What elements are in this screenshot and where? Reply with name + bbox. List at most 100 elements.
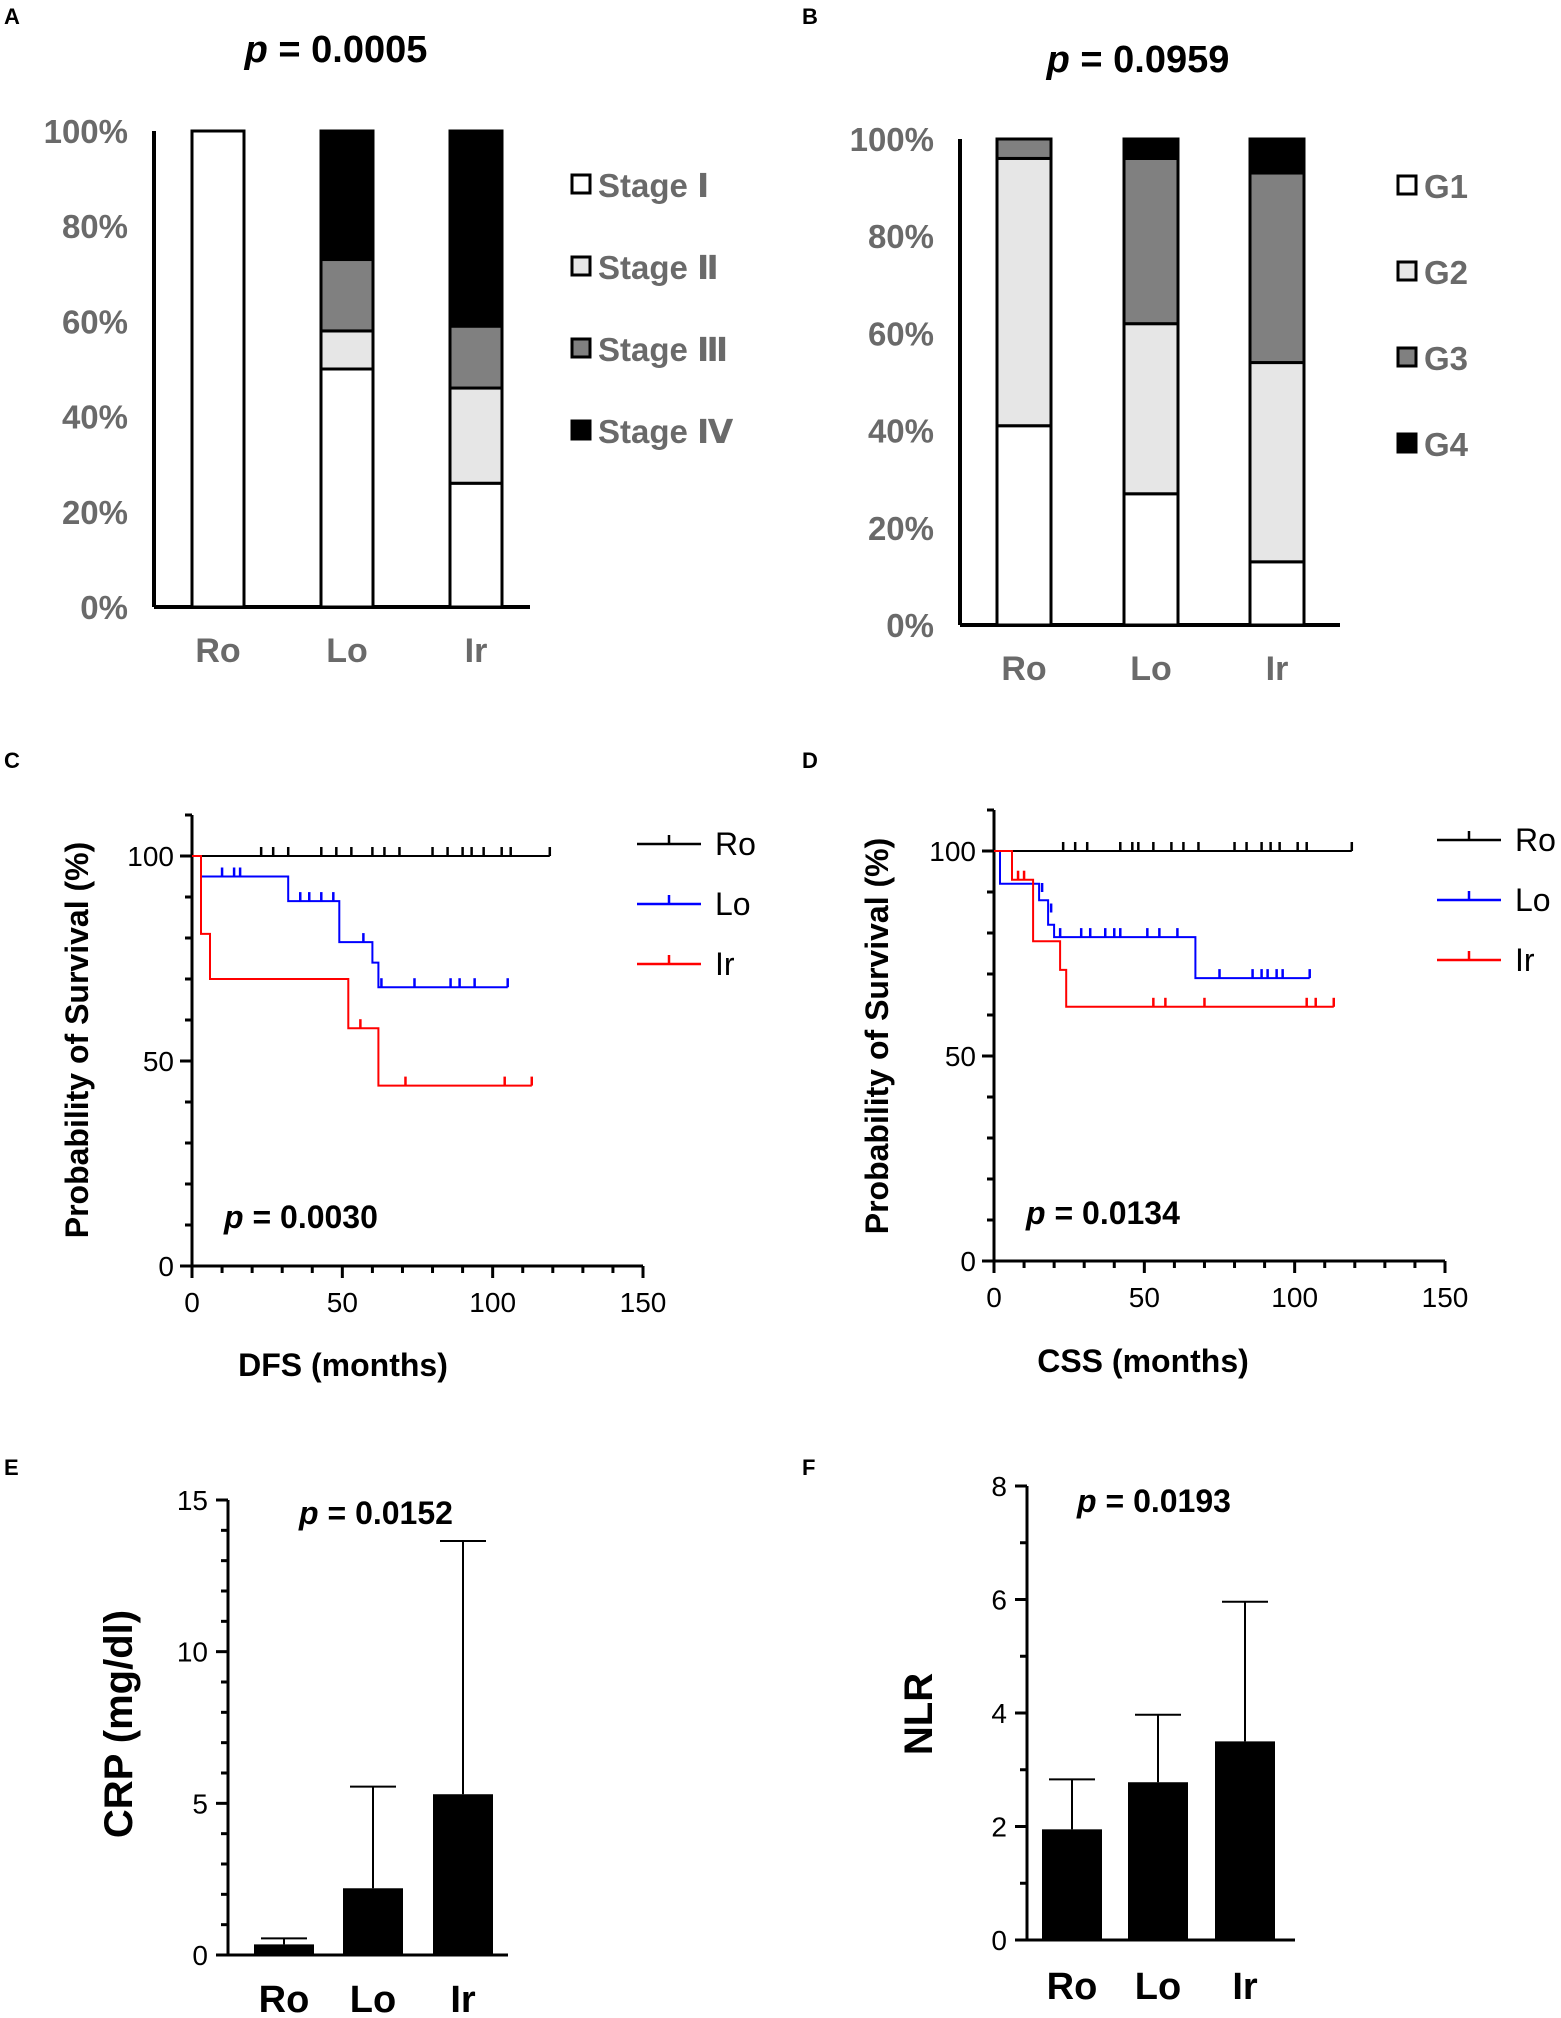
panel-e-y-tick-label: 0 xyxy=(192,1940,208,1971)
panel-c-legend-label: Lo xyxy=(715,886,751,922)
panel-b-bar-lo-seg-1 xyxy=(1122,322,1180,496)
panel-b-bar-ir-seg-0 xyxy=(1248,560,1306,627)
panel-a-bar-lo-seg-0 xyxy=(319,367,375,609)
panel-c-curve-ir xyxy=(192,855,532,1087)
panel-b-bar-lo-seg-3 xyxy=(1122,137,1180,160)
panel-a-x-tick-label: Lo xyxy=(326,632,368,670)
panel-a-bar-lo-seg-3 xyxy=(319,129,375,262)
panel-c-legend-label: Ir xyxy=(715,946,735,982)
panel-b-y-tick-label: 0% xyxy=(886,607,934,644)
panel-e-bar-ro xyxy=(254,1944,314,1955)
panel-c-x-tick-label: 50 xyxy=(327,1287,358,1318)
panel-f-y-tick-label: 6 xyxy=(991,1585,1007,1616)
panel-c-x-axis-label: DFS (months) xyxy=(238,1347,448,1383)
panel-f-x-tick-label: Lo xyxy=(1135,1966,1181,2008)
panel-e-bar-ir xyxy=(433,1794,493,1955)
panel-label-c: C xyxy=(4,748,20,773)
panel-a-legend-swatch xyxy=(570,337,592,359)
panel-a-legend-label: Stage Ⅲ xyxy=(598,331,728,368)
panel-b-bar-ro-seg-1 xyxy=(995,156,1053,428)
panel-d-x-tick-label: 100 xyxy=(1271,1282,1318,1313)
panel-d-legend-label: Ir xyxy=(1515,942,1535,978)
panel-e-x-tick-label: Ir xyxy=(450,1979,476,2018)
panel-d-x-tick-label: 50 xyxy=(1129,1282,1160,1313)
panel-b-x-tick-label: Ro xyxy=(1001,650,1046,688)
panel-a-y-tick-label: 80% xyxy=(62,208,128,245)
panel-b-legend-swatch xyxy=(1396,260,1418,282)
panel-b-legend-label: G4 xyxy=(1424,426,1469,463)
panel-e-p-value: p = 0.0152 xyxy=(298,1495,453,1531)
panel-f-bar-ir xyxy=(1215,1741,1275,1940)
panel-e-y-axis-label: CRP (mg/dl) xyxy=(97,1610,141,1838)
panel-label-d: D xyxy=(802,748,818,773)
panel-a-legend-swatch xyxy=(570,173,592,195)
panel-d-p-value: p = 0.0134 xyxy=(1025,1195,1180,1231)
panel-a-legend-swatch xyxy=(570,255,592,277)
panel-a-bar-lo-seg-1 xyxy=(319,329,375,371)
panel-c-p-value: p = 0.0030 xyxy=(223,1199,378,1235)
panel-d-y-tick-label: 50 xyxy=(945,1041,976,1072)
panel-b-legend-label: G1 xyxy=(1424,168,1468,205)
panel-b-legend-label: G2 xyxy=(1424,254,1468,291)
panel-a-bar-ir-seg-0 xyxy=(448,481,504,609)
panel-b-bar-ir-seg-2 xyxy=(1248,171,1306,365)
panel-b-bar-ir-seg-1 xyxy=(1248,361,1306,564)
panel-f-p-value: p = 0.0193 xyxy=(1076,1483,1231,1519)
panel-a-y-tick-label: 20% xyxy=(62,494,128,531)
panel-label-f: F xyxy=(802,1455,815,1480)
panel-label-e: E xyxy=(4,1455,19,1480)
panel-d-y-tick-label: 0 xyxy=(960,1246,976,1277)
panel-a-x-tick-label: Ir xyxy=(465,632,488,670)
panel-c-x-tick-label: 0 xyxy=(184,1287,200,1318)
panel-f-x-tick-label: Ro xyxy=(1047,1966,1098,2008)
panel-e-y-tick-label: 5 xyxy=(192,1788,208,1819)
panel-b-legend-swatch xyxy=(1396,432,1418,454)
panel-e-x-tick-label: Ro xyxy=(259,1979,310,2018)
panel-a-legend-label: Stage Ⅱ xyxy=(598,249,719,286)
panel-f-y-tick-label: 8 xyxy=(991,1471,1007,1502)
panel-b-bar-ro-seg-2 xyxy=(995,137,1053,160)
panel-b-x-tick-label: Ir xyxy=(1266,650,1289,688)
panel-c-x-tick-label: 100 xyxy=(469,1287,516,1318)
panel-b-y-tick-label: 40% xyxy=(868,413,934,450)
panel-d-y-axis-label: Probability of Survival (%) xyxy=(859,838,895,1235)
panel-a-y-tick-label: 100% xyxy=(44,113,128,150)
panel-b-legend-swatch xyxy=(1396,174,1418,196)
panel-f-y-tick-label: 2 xyxy=(991,1812,1007,1843)
panel-label-a: A xyxy=(4,4,20,29)
panel-f-bar-lo xyxy=(1128,1782,1188,1940)
panel-a-bar-ir-seg-1 xyxy=(448,386,504,485)
panel-b-bar-ro-seg-0 xyxy=(995,424,1053,627)
panel-e-y-tick-label: 15 xyxy=(177,1485,208,1516)
panel-a-y-tick-label: 0% xyxy=(80,589,128,626)
panel-e-x-tick-label: Lo xyxy=(350,1979,396,2018)
panel-b-y-tick-label: 100% xyxy=(850,121,934,158)
panel-d-curve-ir xyxy=(994,850,1334,1008)
panel-c-y-tick-label: 50 xyxy=(143,1046,174,1077)
panel-b-bar-lo-seg-0 xyxy=(1122,492,1180,627)
panel-c-legend-label: Ro xyxy=(715,826,756,862)
panel-b-bar-ir-seg-3 xyxy=(1248,137,1306,175)
panel-d-x-tick-label: 150 xyxy=(1422,1282,1469,1313)
panel-d-y-tick-label: 100 xyxy=(929,836,976,867)
panel-d-legend-label: Ro xyxy=(1515,822,1556,858)
panel-c-y-tick-label: 0 xyxy=(158,1251,174,1282)
panel-b-legend-label: G3 xyxy=(1424,340,1468,377)
panel-e-y-tick-label: 10 xyxy=(177,1637,208,1668)
panel-c-y-axis-label: Probability of Survival (%) xyxy=(59,842,95,1239)
panel-f-y-tick-label: 0 xyxy=(991,1925,1007,1956)
panel-f-y-tick-label: 4 xyxy=(991,1698,1007,1729)
panel-b-y-tick-label: 80% xyxy=(868,218,934,255)
panel-c-y-tick-label: 100 xyxy=(127,841,174,872)
panel-label-b: B xyxy=(802,4,818,29)
panel-a-legend-label: Stage Ⅰ xyxy=(598,167,709,204)
panel-f-bar-ro xyxy=(1042,1829,1102,1940)
panel-b-y-tick-label: 60% xyxy=(868,315,934,352)
panel-f-x-tick-label: Ir xyxy=(1232,1966,1258,2008)
panel-b-y-tick-label: 20% xyxy=(868,510,934,547)
panel-b-p-value: p = 0.0959 xyxy=(1046,39,1230,81)
panel-b-x-tick-label: Lo xyxy=(1130,650,1172,688)
panel-a-bar-ir-seg-3 xyxy=(448,129,504,328)
